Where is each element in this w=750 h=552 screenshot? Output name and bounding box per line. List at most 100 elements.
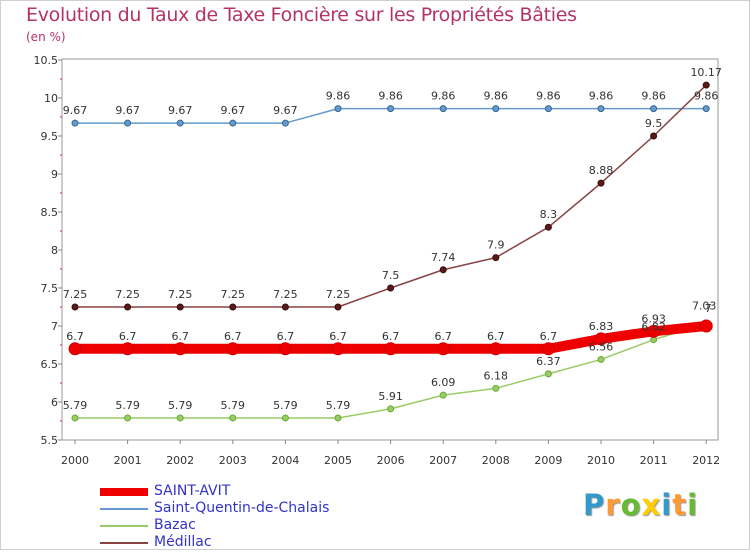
unit-label: (en %) — [26, 30, 66, 44]
data-point — [281, 119, 289, 127]
data-label: 9.86 — [378, 90, 403, 103]
data-label: 10.17 — [690, 66, 722, 79]
y-tick-label: 9 — [51, 168, 58, 181]
data-label: 5.79 — [168, 399, 193, 412]
data-point — [702, 105, 710, 113]
y-tick-label: 6.5 — [41, 358, 59, 371]
data-point — [541, 342, 555, 356]
x-tick-label: 2005 — [324, 454, 352, 467]
data-point — [176, 303, 184, 311]
logo-letter: x — [641, 488, 662, 522]
data-label: 8.3 — [540, 208, 558, 221]
data-label: 9.86 — [484, 90, 509, 103]
plot-area — [61, 58, 719, 441]
data-label: 7.25 — [326, 288, 351, 301]
y-tick-label: 7.5 — [41, 282, 59, 295]
data-label: 6.09 — [431, 376, 456, 389]
data-label: 9.67 — [63, 104, 88, 117]
logo-letter: r — [605, 488, 621, 522]
data-label: 9.67 — [115, 104, 140, 117]
x-tick-label: 2011 — [640, 454, 668, 467]
data-label: 6.7 — [382, 330, 400, 343]
data-point — [173, 342, 187, 356]
data-point — [68, 342, 82, 356]
legend-label-bazac: Bazac — [154, 517, 196, 533]
y-tick-label: 6 — [51, 396, 58, 409]
data-point — [124, 119, 132, 127]
data-label: 6.37 — [536, 355, 561, 368]
data-point — [436, 342, 450, 356]
data-point — [650, 105, 658, 113]
logo-letter: P — [583, 488, 606, 522]
logo-letter: i — [661, 488, 673, 522]
data-label: 7.03 — [692, 300, 717, 313]
data-label: 6.82 — [641, 321, 666, 334]
data-label: 7.25 — [63, 288, 88, 301]
x-tick-label: 2010 — [587, 454, 615, 467]
data-point — [334, 303, 342, 311]
data-point — [226, 342, 240, 356]
data-point — [387, 105, 395, 113]
data-point — [650, 132, 658, 140]
data-label: 6.7 — [540, 330, 558, 343]
x-tick-label: 2000 — [61, 454, 89, 467]
legend-label-saint-quentin: Saint-Quentin-de-Chalais — [154, 500, 330, 516]
data-label: 7.25 — [221, 288, 246, 301]
x-tick-label: 2006 — [377, 454, 405, 467]
y-tick-label: 10 — [44, 92, 58, 105]
x-tick-label: 2012 — [692, 454, 720, 467]
data-point — [384, 342, 398, 356]
data-label: 6.93 — [641, 312, 666, 325]
legend-swatch-medillac — [100, 542, 148, 544]
data-point — [544, 370, 552, 378]
data-point — [439, 105, 447, 113]
data-label: 9.67 — [221, 104, 246, 117]
data-label: 7.25 — [273, 288, 298, 301]
data-point — [71, 414, 79, 422]
data-point — [699, 319, 713, 333]
legend-swatch-saint-avit — [100, 488, 148, 496]
data-label: 7.25 — [115, 288, 140, 301]
data-point — [121, 342, 135, 356]
data-label: 9.5 — [645, 117, 663, 130]
logo-letter: o — [620, 488, 642, 522]
logo-letter: t — [672, 488, 688, 522]
x-tick-label: 2007 — [429, 454, 457, 467]
data-point — [71, 303, 79, 311]
data-point — [492, 105, 500, 113]
data-label: 6.56 — [589, 340, 614, 353]
data-point — [229, 119, 237, 127]
data-label: 9.86 — [536, 90, 561, 103]
data-point — [544, 105, 552, 113]
data-point — [544, 223, 552, 231]
data-label: 9.86 — [431, 90, 456, 103]
data-label: 6.83 — [589, 320, 614, 333]
data-point — [278, 342, 292, 356]
data-point — [229, 414, 237, 422]
data-label: 9.86 — [326, 90, 351, 103]
x-tick-label: 2004 — [271, 454, 299, 467]
data-label: 6.7 — [329, 330, 347, 343]
data-point — [124, 414, 132, 422]
data-point — [229, 303, 237, 311]
data-point — [176, 119, 184, 127]
data-label: 5.79 — [326, 399, 351, 412]
data-label: 9.86 — [589, 90, 614, 103]
data-point — [492, 384, 500, 392]
data-point — [489, 342, 503, 356]
data-point — [647, 324, 661, 338]
data-label: 6.7 — [171, 330, 189, 343]
data-point — [492, 254, 500, 262]
data-point — [281, 414, 289, 422]
y-tick-label: 8 — [51, 244, 58, 257]
legend-swatch-bazac — [100, 525, 148, 527]
data-label: 6.7 — [434, 330, 452, 343]
data-label: 7 — [705, 302, 712, 315]
data-label: 9.86 — [641, 90, 666, 103]
data-point — [281, 303, 289, 311]
data-point — [124, 303, 132, 311]
data-label: 5.79 — [273, 399, 298, 412]
x-tick-label: 2001 — [114, 454, 142, 467]
data-label: 6.7 — [487, 330, 505, 343]
data-label: 6.7 — [277, 330, 295, 343]
